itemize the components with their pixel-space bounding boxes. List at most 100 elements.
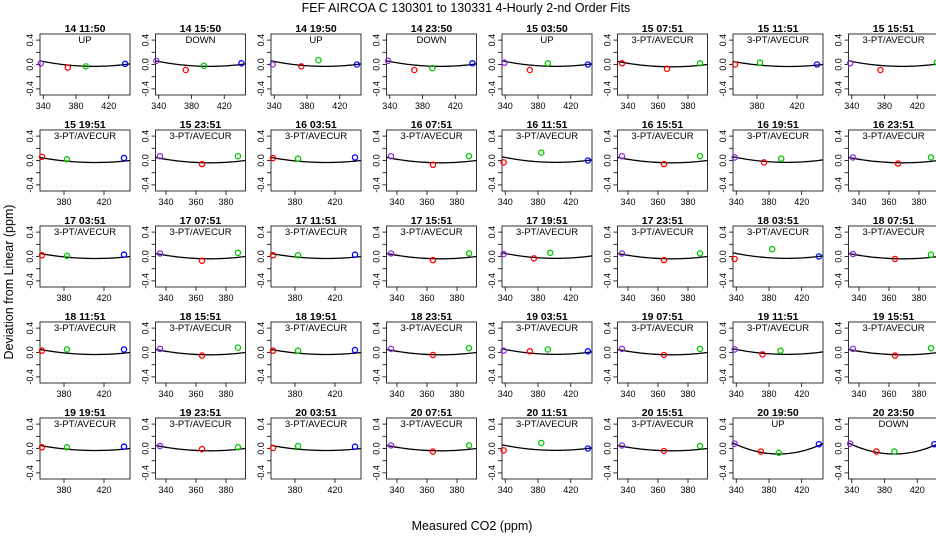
data-point [846,440,854,447]
panel-title: 18 23:51 [411,311,453,323]
panel-title: 16 03:51 [295,119,337,131]
x-tick-label: 380 [68,101,83,111]
y-tick-label: 0.4 [25,418,35,431]
y-tick-label: 0.0 [487,346,497,359]
x-tick-label: 380 [680,293,695,303]
data-point [500,347,507,354]
y-tick-label: -0.4 [487,81,497,97]
y-tick-label: 0.4 [141,226,151,239]
data-point [269,61,276,68]
y-tick-label: 0.4 [718,226,728,239]
data-point [584,61,592,68]
x-tick-label: 420 [96,197,111,207]
fit-curve [732,348,824,356]
x-tick-label: 420 [789,101,804,111]
x-tick-label: 420 [332,101,347,111]
panel: 18 15:513-PT/AVECUR -0.4 0.0 0.4 340 360 380 [141,311,246,399]
y-tick-label: -0.4 [487,273,497,289]
x-tick-label: 380 [415,101,430,111]
panel: 15 07:513-PT/AVECUR -0.4 0.0 0.4 340 360 380 [603,23,708,111]
x-tick-label: 420 [327,197,342,207]
panel: 15 19:513-PT/AVECUR -0.4 0.0 0.4 380 420 [25,119,131,207]
panel-title: 17 19:51 [526,215,568,227]
data-point [156,250,164,257]
data-point [584,348,592,355]
y-tick-label: 0.4 [487,226,497,239]
y-tick-label: 0.0 [834,58,844,71]
x-tick-label: 340 [158,485,173,495]
x-tick-label: 380 [449,293,464,303]
y-tick-label: 0.0 [141,58,151,71]
x-tick-label: 380 [680,485,695,495]
panel: 16 03:513-PT/AVECUR -0.4 0.0 0.4 380 420 [256,119,362,207]
panel-title: 17 07:51 [180,215,222,227]
data-point [294,252,302,259]
x-tick-label: 420 [794,197,809,207]
panel: 16 11:513-PT/AVECUR -0.4 0.0 0.4 340 380 420 [487,119,593,207]
x-tick-label: 340 [267,101,282,111]
panel-mode-label: 3-PT/AVECUR [862,227,924,238]
panel: 19 19:513-PT/AVECUR -0.4 0.0 0.4 380 420 [25,407,131,495]
panel: 18 03:513-PT/AVECUR -0.4 0.0 0.4 340 380 420 [718,215,824,303]
fit-curve [501,444,593,452]
x-tick-label: 380 [761,197,776,207]
y-tick-label: 0.0 [25,250,35,263]
panel: 17 19:513-PT/AVECUR -0.4 0.0 0.4 340 380 420 [487,215,593,303]
y-tick-label: 0.4 [372,34,382,47]
y-tick-label: 0.0 [603,154,613,167]
y-tick-label: 0.4 [603,130,613,143]
data-point [120,346,128,353]
panel-mode-label: 3-PT/AVECUR [862,323,924,334]
y-tick-label: 0.4 [487,34,497,47]
y-tick-label: 0.4 [487,322,497,335]
x-tick-label: 380 [530,197,545,207]
fit-curve [386,444,477,452]
panel-title: 15 11:51 [758,23,799,35]
y-tick-label: 0.0 [718,250,728,263]
data-point [294,155,302,162]
panel-title: 19 03:51 [526,311,568,323]
panel-mode-label: 3-PT/AVECUR [862,131,924,142]
x-tick-label: 380 [877,101,892,111]
data-point [198,257,206,265]
data-point [156,442,164,450]
data-point [500,159,507,166]
fit-curve [848,348,936,356]
data-point [757,448,765,455]
data-point [696,345,704,353]
y-tick-label: 0.0 [256,442,266,455]
data-point [269,347,277,354]
data-point [63,156,71,163]
y-tick-label: -0.4 [141,369,151,385]
fit-curve [501,348,593,356]
y-tick-label: 0.0 [372,442,382,455]
data-point [234,344,242,351]
x-tick-label: 380 [530,101,545,111]
x-tick-label: 380 [218,485,233,495]
y-tick-label: -0.4 [25,81,35,97]
y-tick-label: -0.4 [718,273,728,289]
data-point [756,59,764,66]
data-point [547,249,554,257]
y-tick-label: 0.4 [256,34,266,47]
x-tick-label: 420 [910,101,925,111]
data-point [429,256,437,264]
data-point [660,447,668,455]
x-tick-label: 380 [530,389,545,399]
data-point [731,346,738,353]
y-tick-label: -0.4 [603,465,613,481]
data-point [387,152,395,160]
panel-mode-label: 3-PT/AVECUR [285,227,347,238]
x-tick-label: 360 [188,485,203,495]
data-point [351,346,359,354]
data-point [465,152,473,160]
data-point [775,449,783,457]
x-tick-label: 360 [650,197,665,207]
panel: 18 19:513-PT/AVECUR -0.4 0.0 0.4 380 420 [256,311,362,399]
data-point [544,346,552,353]
data-point [584,157,592,164]
y-tick-label: 0.4 [256,322,266,335]
data-point [120,154,128,162]
y-tick-label: 0.4 [372,418,382,431]
data-point [731,154,738,161]
